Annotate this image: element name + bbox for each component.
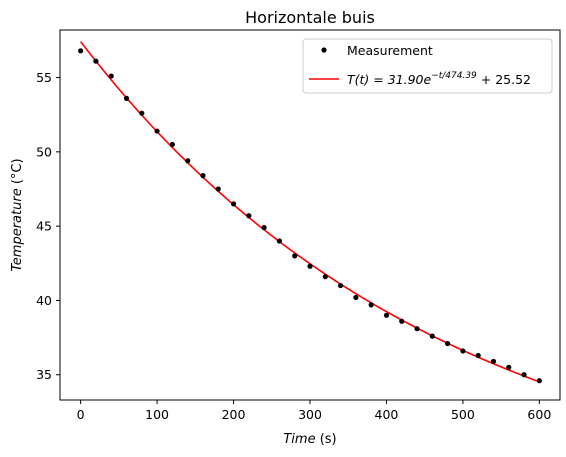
measurement-point <box>108 73 114 79</box>
measurement-point <box>292 253 298 259</box>
x-axis-label: Time (s) <box>283 432 336 447</box>
measurement-point <box>307 263 313 269</box>
y-tick-label: 35 <box>36 367 52 382</box>
measurement-point <box>337 282 344 289</box>
measurement-point <box>276 238 283 244</box>
measurement-point <box>399 318 405 324</box>
measurement-point <box>78 48 84 54</box>
measurement-point <box>246 213 252 219</box>
measurement-point <box>185 158 191 164</box>
legend-fit-lhs: T(t) = 31.90e <box>347 72 431 87</box>
y-tick-label: 45 <box>36 219 52 234</box>
x-tick-label: 500 <box>451 407 475 422</box>
legend: Measurement T(t) = 31.90e−t/474.39 + 25.… <box>302 38 553 94</box>
y-tick-label: 40 <box>36 293 52 308</box>
x-tick-label: 600 <box>527 407 551 422</box>
y-axis-ticks: 35 40 45 50 55 <box>36 70 60 382</box>
measurement-point <box>200 173 206 179</box>
x-axis-label-var: Time <box>283 432 315 447</box>
chart-title: Horizontale buis <box>245 8 375 27</box>
x-tick-label: 100 <box>145 407 169 422</box>
measurement-point <box>353 294 359 301</box>
y-tick-label: 50 <box>36 144 52 159</box>
measurement-point <box>429 333 435 339</box>
measurement-point <box>490 358 497 364</box>
measurement-point <box>154 128 160 134</box>
legend-fit-rhs: + 25.52 <box>477 72 531 87</box>
measurement-point <box>475 352 481 359</box>
x-tick-label: 400 <box>375 407 399 422</box>
measurement-point <box>536 378 542 384</box>
y-axis-label-unit: (°C) <box>10 158 25 188</box>
measurement-point <box>383 312 390 318</box>
x-axis-ticks: 0 100 200 300 400 500 600 <box>77 400 551 422</box>
x-tick-label: 200 <box>222 407 246 422</box>
measurement-point <box>93 58 99 64</box>
measurement-point <box>521 372 527 378</box>
measurement-point <box>506 364 512 370</box>
x-axis-label-unit: (s) <box>316 432 337 447</box>
measurement-point <box>139 110 145 116</box>
measurement-point <box>123 95 130 101</box>
y-axis-label-var: Temperature <box>10 188 25 271</box>
measurement-point <box>169 141 175 148</box>
y-axis-label: Temperature (°C) <box>10 158 25 271</box>
measurement-point <box>322 274 328 280</box>
x-tick-label: 0 <box>77 407 85 422</box>
measurement-point <box>261 225 267 231</box>
legend-marker-dot <box>321 47 327 53</box>
measurement-point <box>368 302 374 308</box>
measurement-point <box>215 186 221 192</box>
x-tick-label: 300 <box>298 407 322 422</box>
measurement-points <box>78 48 542 384</box>
legend-label-measurement: Measurement <box>347 43 433 58</box>
y-tick-label: 55 <box>36 70 52 85</box>
measurement-point <box>414 326 420 332</box>
measurement-point <box>460 348 466 354</box>
legend-label-fit: T(t) = 31.90e−t/474.39 + 25.52 <box>347 71 531 87</box>
legend-fit-exponent: −t/474.39 <box>431 71 477 81</box>
legend-box <box>302 38 553 94</box>
measurement-point <box>445 340 451 347</box>
measurement-point <box>230 201 237 207</box>
